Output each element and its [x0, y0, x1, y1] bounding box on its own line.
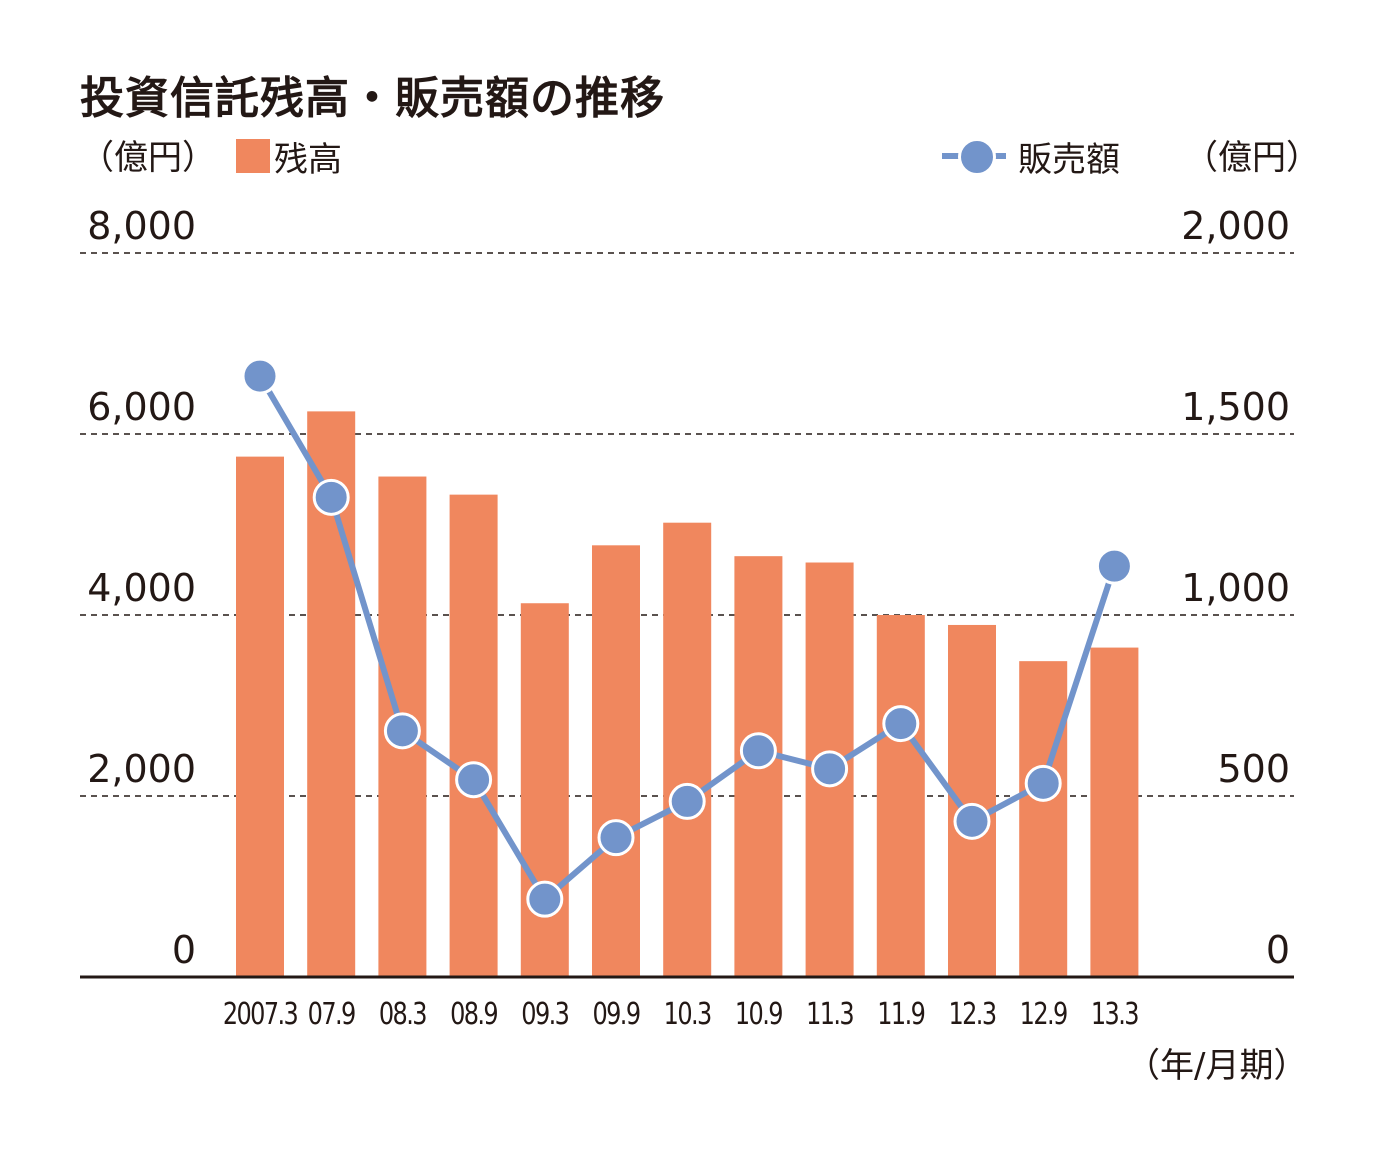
- right-axis-tick-label: 1,500: [1181, 385, 1290, 429]
- bar: [1090, 647, 1139, 977]
- x-axis-tick-label: 09.9: [592, 997, 639, 1031]
- left-axis-tick-label: 8,000: [87, 204, 196, 248]
- bar: [876, 615, 925, 977]
- legend-bar-series: 残高: [236, 136, 342, 180]
- bar: [663, 522, 712, 977]
- x-axis-tick-label: 10.3: [664, 997, 711, 1031]
- sales-point: [526, 880, 564, 918]
- legend-line-marker: [942, 136, 1006, 176]
- right-axis-tick-label: 2,000: [1181, 204, 1290, 248]
- bar: [449, 494, 498, 977]
- x-axis-tick-label: 11.3: [806, 997, 853, 1031]
- sales-point: [241, 357, 279, 395]
- sales-point: [383, 712, 421, 750]
- left-axis-tick-label: 2,000: [87, 747, 196, 791]
- left-axis-unit: （億円）: [80, 138, 216, 178]
- legend-line-label: 販売額: [1018, 139, 1120, 180]
- legend-line-series: 販売額: [942, 136, 1120, 180]
- left-axis-tick-label: 6,000: [87, 385, 196, 429]
- x-axis-tick-label: 12.9: [1020, 997, 1067, 1031]
- sales-point: [312, 478, 350, 516]
- sales-point: [1024, 764, 1062, 802]
- right-axis-unit: （億円）: [1184, 138, 1320, 178]
- right-axis-tick-label: 500: [1217, 747, 1290, 791]
- x-axis-tick-label: 12.3: [948, 997, 995, 1031]
- legend-bar-label: 残高: [274, 139, 342, 180]
- x-axis-tick-label: 07.9: [308, 997, 355, 1031]
- x-axis-tick-label: 13.3: [1091, 997, 1138, 1031]
- bar: [520, 603, 569, 977]
- sales-point: [739, 732, 777, 770]
- sales-point: [597, 819, 635, 857]
- x-axis-tick-label: 10.9: [735, 997, 782, 1031]
- bar: [592, 545, 640, 977]
- x-axis-tick-label: 2007.3: [223, 997, 298, 1031]
- right-axis-tick-label: 0: [1266, 928, 1290, 972]
- left-axis-tick-label: 0: [172, 928, 196, 972]
- sales-point: [882, 705, 920, 743]
- chart-title: 投資信託残高・販売額の推移: [80, 73, 665, 124]
- x-axis-tick-label: 08.3: [379, 997, 426, 1031]
- sales-point: [668, 782, 706, 820]
- sales-point: [455, 761, 493, 799]
- legend-bar-swatch: [236, 139, 270, 173]
- bar: [236, 456, 284, 977]
- left-axis-tick-label: 4,000: [87, 566, 196, 610]
- x-axis-unit: （年/月期）: [1126, 1046, 1308, 1086]
- sales-point: [811, 750, 849, 788]
- x-axis-tick-label: 08.9: [450, 997, 497, 1031]
- x-axis-tick-label: 09.3: [521, 997, 568, 1031]
- right-axis-tick-label: 1,000: [1181, 566, 1290, 610]
- bar: [1019, 661, 1068, 977]
- sales-point: [953, 802, 991, 840]
- sales-point: [1095, 547, 1133, 585]
- x-axis-tick-label: 11.9: [877, 997, 924, 1031]
